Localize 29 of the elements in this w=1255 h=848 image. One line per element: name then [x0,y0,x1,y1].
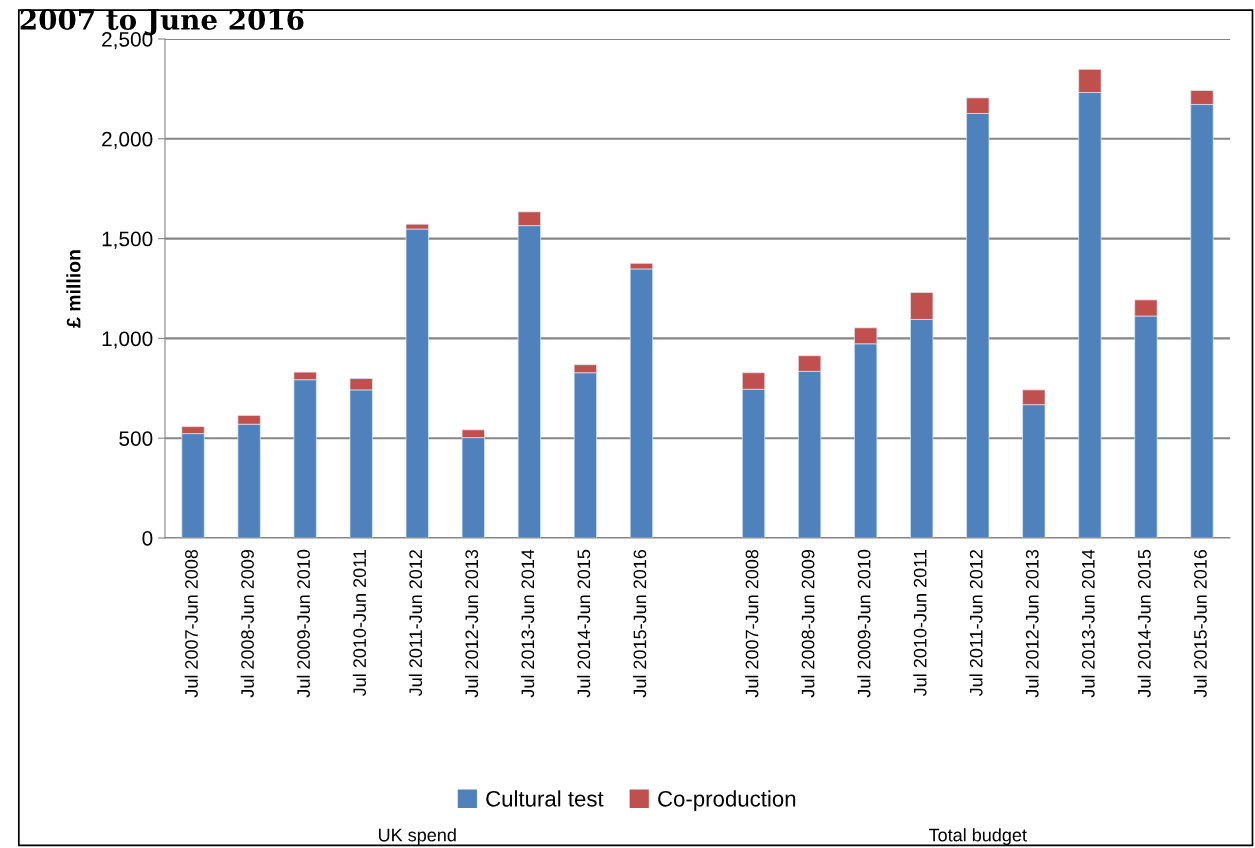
x-tick-label: Jul 2008-Jun 2009 [801,549,815,698]
y-tick-label: 500 [119,431,153,446]
x-tick-label: Jul 2015-Jun 2016 [1193,549,1207,698]
legend-label: Cultural test [486,790,604,807]
x-tick-label: Jul 2014-Jun 2015 [1137,549,1151,698]
x-tick-label: Jul 2007-Jun 2008 [184,549,198,698]
x-tick-label: Jul 2010-Jun 2011 [352,549,367,697]
x-tick-label: Jul 2012-Jun 2013 [1025,549,1039,698]
x-tick-label: Jul 2015-Jun 2016 [633,549,647,698]
x-tick-label: Jul 2013-Jun 2014 [1081,549,1095,698]
x-tick-label: Jul 2009-Jun 2010 [857,549,871,698]
x-tick-label: Jul 2007-Jun 2008 [745,549,759,698]
y-axis-title: £ million [66,250,81,328]
legend-label: Co-production [658,790,796,812]
y-tick-label: 2,000 [102,131,153,150]
bar [405,228,429,538]
text: UK spend [378,828,456,846]
text: Total budget [928,828,1027,846]
x-tick-label: Jul 2011-Jun 2012 [408,550,423,697]
x-tick-label: Jul 2012-Jun 2013 [464,549,479,698]
x-tick-label: Jul 2014-Jun 2015 [576,549,591,698]
x-tick-label: Jul 2008-Jun 2009 [240,549,254,698]
y-tick-label: 1,000 [102,331,153,349]
y-tick-label: 0 [142,531,153,546]
x-tick-label: Jul 2009-Jun 2010 [296,549,310,698]
x-tick-label: Jul 2011-Jun 2012 [969,550,983,697]
x-tick-label: Jul 2013-Jun 2014 [520,549,535,698]
x-tick-label: Jul 2010-Jun 2011 [913,549,927,697]
y-tick-label: 1,500 [102,231,153,249]
